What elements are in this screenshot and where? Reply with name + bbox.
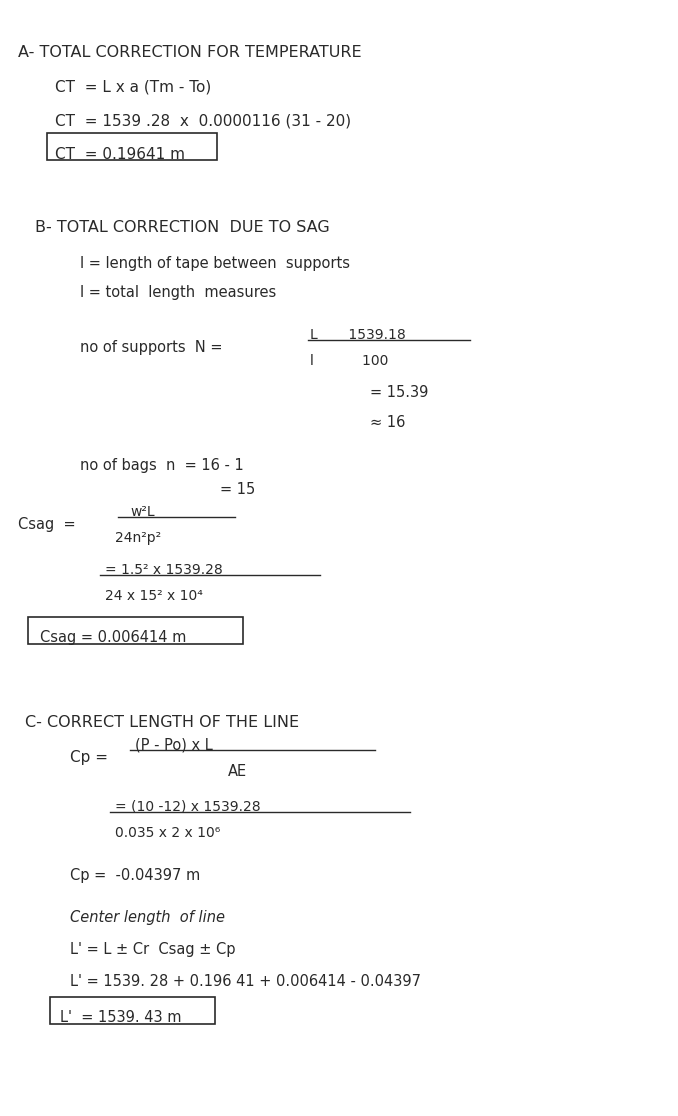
Text: (P - Po) x L: (P - Po) x L	[135, 738, 213, 753]
Text: Center length  of line: Center length of line	[70, 910, 225, 925]
Text: l           100: l 100	[310, 354, 388, 368]
Text: L       1539.18: L 1539.18	[310, 328, 405, 341]
Text: = (10 -12) x 1539.28: = (10 -12) x 1539.28	[115, 800, 260, 814]
Text: = 15.39: = 15.39	[370, 385, 428, 400]
Text: AE: AE	[228, 764, 247, 779]
Text: = 1.5² x 1539.28: = 1.5² x 1539.28	[105, 562, 223, 577]
Text: = 15: = 15	[220, 482, 255, 497]
Text: CT  = 1539 .28  x  0.0000116 (31 - 20): CT = 1539 .28 x 0.0000116 (31 - 20)	[55, 113, 351, 128]
Text: Csag = 0.006414 m: Csag = 0.006414 m	[40, 631, 186, 645]
Text: L' = 1539. 28 + 0.196 41 + 0.006414 - 0.04397: L' = 1539. 28 + 0.196 41 + 0.006414 - 0.…	[70, 974, 421, 989]
Text: ≈ 16: ≈ 16	[370, 415, 405, 430]
Text: no of supports  N =: no of supports N =	[80, 340, 222, 355]
Text: 0.035 x 2 x 10⁶: 0.035 x 2 x 10⁶	[115, 826, 220, 840]
Text: C- CORRECT LENGTH OF THE LINE: C- CORRECT LENGTH OF THE LINE	[25, 715, 299, 730]
Text: 24 x 15² x 10⁴: 24 x 15² x 10⁴	[105, 589, 203, 603]
Text: Cp =  -0.04397 m: Cp = -0.04397 m	[70, 868, 200, 883]
Text: w²L: w²L	[130, 506, 155, 519]
Text: B- TOTAL CORRECTION  DUE TO SAG: B- TOTAL CORRECTION DUE TO SAG	[35, 220, 330, 235]
Text: no of bags  n  = 16 - 1: no of bags n = 16 - 1	[80, 458, 244, 473]
Text: Csag  =: Csag =	[18, 517, 76, 532]
Text: L' = L ± Cr  Csag ± Cp: L' = L ± Cr Csag ± Cp	[70, 942, 235, 958]
Text: Cp =: Cp =	[70, 750, 108, 764]
Text: l = length of tape between  supports: l = length of tape between supports	[80, 256, 350, 271]
Text: 24n²p²: 24n²p²	[115, 531, 161, 545]
Text: l = total  length  measures: l = total length measures	[80, 285, 276, 300]
Text: CT  = L x a (Tm - To): CT = L x a (Tm - To)	[55, 80, 212, 95]
Text: A- TOTAL CORRECTION FOR TEMPERATURE: A- TOTAL CORRECTION FOR TEMPERATURE	[18, 45, 361, 60]
Text: CT  = 0.19641 m: CT = 0.19641 m	[55, 147, 185, 162]
Text: L'  = 1539. 43 m: L' = 1539. 43 m	[60, 1010, 182, 1024]
